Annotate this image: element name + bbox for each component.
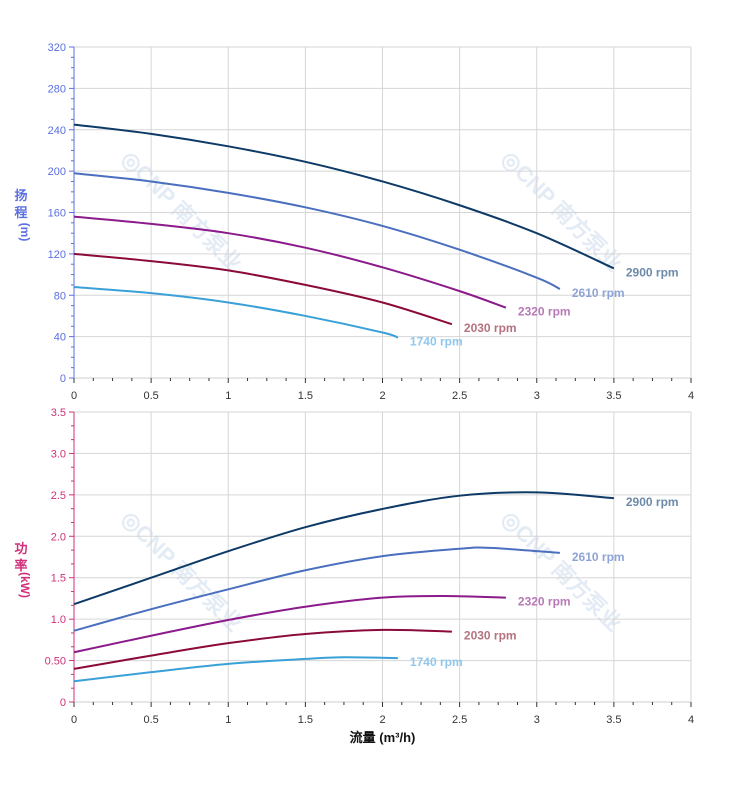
- y-tick-label: 80: [54, 290, 66, 302]
- y-tick-label: 3.0: [51, 448, 66, 460]
- series-line-1740-rpm: [73, 656, 398, 683]
- head-chart: 0 40 80 120 160 200 240 280 320 0 0.5 1 1.5 2 2.5 3 3.5 4…: [14, 42, 694, 402]
- y-tick-label: 320: [48, 42, 66, 54]
- y-tick-label: 120: [48, 249, 66, 261]
- y-axis-unit: (m): [18, 223, 32, 242]
- series-label: 1740 rpm: [410, 655, 463, 669]
- y-tick-label: 0: [60, 373, 66, 385]
- y-tick-label: 0: [60, 697, 66, 709]
- x-axis-title: 流量 (m³/h): [350, 730, 416, 745]
- series-label: 2610 rpm: [572, 286, 625, 300]
- y-axis-title: 率: [14, 558, 27, 573]
- y-tick-label: 280: [48, 83, 66, 95]
- series-label: 2900 rpm: [626, 495, 679, 509]
- y-tick-label: 1.5: [51, 573, 66, 585]
- y-tick-label: 240: [48, 125, 66, 137]
- y-tick-label: 160: [48, 208, 66, 220]
- y-tick-label: 3.5: [51, 407, 66, 419]
- y-tick-label: 1.0: [51, 614, 66, 626]
- series-label: 2610 rpm: [572, 550, 625, 564]
- x-tick-label: 2: [379, 714, 385, 726]
- series-line-2030-rpm: [73, 252, 453, 326]
- series-line-1740-rpm: [73, 285, 399, 339]
- series-label: 1740 rpm: [410, 335, 463, 349]
- y-tick-label: 2.0: [51, 531, 66, 543]
- x-tick-label: 0: [71, 714, 77, 726]
- series-line-2610-rpm: [73, 172, 561, 290]
- series-line-2900-rpm: [73, 491, 614, 606]
- watermark-logo: ◎CNP 南方泵业: [116, 146, 246, 276]
- series-label: 2900 rpm: [626, 265, 679, 279]
- watermark-logo: ◎CNP 南方泵业: [116, 506, 246, 636]
- x-tick-label: 1: [225, 390, 231, 402]
- x-tick-label: 4: [688, 714, 694, 726]
- x-tick-label: 0: [71, 390, 77, 402]
- y-axis-title: 程: [14, 205, 27, 220]
- y-tick-label: 2.5: [51, 490, 66, 502]
- x-tick-label: 3.5: [606, 714, 621, 726]
- y-axis-title: 扬: [14, 188, 27, 203]
- x-tick-label: 2.5: [452, 714, 467, 726]
- x-tick-label: 3: [534, 390, 540, 402]
- series-line-2320-rpm: [73, 594, 506, 654]
- series-label: 2030 rpm: [464, 629, 517, 643]
- x-tick-label: 1: [225, 714, 231, 726]
- watermark-logo: ◎CNP 南方泵业: [496, 506, 626, 636]
- y-axis-unit: (kW): [18, 572, 32, 598]
- x-tick-label: 3: [534, 714, 540, 726]
- power-chart: 0 0.50 1.0 1.5 2.0 2.5 3.0 3.5 0 0.5 1 1.5 2 2.5 3 3.5 4…: [14, 407, 694, 745]
- series-label: 2320 rpm: [518, 305, 571, 319]
- x-tick-label: 0.5: [143, 390, 158, 402]
- watermark-logo: ◎CNP 南方泵业: [496, 146, 626, 276]
- x-tick-label: 2.5: [452, 390, 467, 402]
- x-tick-label: 0.5: [143, 714, 158, 726]
- x-tick-label: 1.5: [298, 714, 313, 726]
- series-line-2320-rpm: [73, 215, 507, 309]
- series-line-2030-rpm: [73, 628, 452, 670]
- series-label: 2030 rpm: [464, 321, 517, 335]
- y-axis-title: 功: [14, 541, 27, 556]
- series-label: 2320 rpm: [518, 595, 571, 609]
- y-tick-label: 0.50: [45, 656, 66, 668]
- series-line-2900-rpm: [73, 123, 615, 270]
- x-tick-label: 3.5: [606, 390, 621, 402]
- y-tick-label: 40: [54, 332, 66, 344]
- y-tick-label: 200: [48, 166, 66, 178]
- x-tick-label: 1.5: [298, 390, 313, 402]
- x-tick-label: 2: [379, 390, 385, 402]
- series-line-2610-rpm: [73, 546, 560, 632]
- x-tick-label: 4: [688, 390, 694, 402]
